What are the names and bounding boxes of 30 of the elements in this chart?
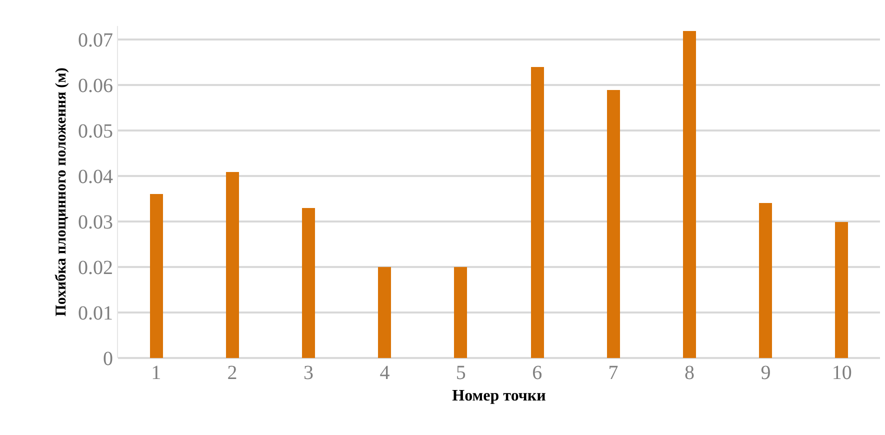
y-tick-label: 0.02 xyxy=(78,257,113,280)
y-tick-label: 0.05 xyxy=(78,120,113,143)
x-tick-label: 8 xyxy=(684,362,694,384)
x-tick-label: 4 xyxy=(380,362,390,384)
x-tick-label: 1 xyxy=(151,362,162,384)
y-tick-label: 0.07 xyxy=(78,30,113,52)
y-tick-label: 0 xyxy=(103,348,113,370)
bar xyxy=(759,203,772,358)
y-tick-label: 0.01 xyxy=(78,302,113,325)
x-tick-label: 5 xyxy=(456,362,466,384)
y-tick-label: 0.06 xyxy=(78,75,113,98)
bar xyxy=(454,267,467,358)
bar xyxy=(835,222,848,358)
bar xyxy=(226,172,239,358)
x-tick-label: 9 xyxy=(760,362,771,384)
bar xyxy=(302,208,315,358)
bar xyxy=(378,267,391,358)
x-tick-label: 3 xyxy=(304,362,314,384)
bar xyxy=(531,67,544,358)
x-axis-title: Номер точки xyxy=(452,388,546,405)
bar xyxy=(150,194,163,358)
bar xyxy=(607,90,620,358)
x-tick-label: 7 xyxy=(608,362,618,384)
x-tick-label: 6 xyxy=(532,362,542,384)
y-axis-title: Похибка площинного положення (м) xyxy=(53,68,70,316)
y-tick-label: 0.03 xyxy=(78,212,113,234)
x-tick-label: 2 xyxy=(227,362,238,384)
x-tick-label: 10 xyxy=(832,362,852,384)
bar xyxy=(683,31,696,358)
y-tick-label: 0.04 xyxy=(78,166,113,188)
